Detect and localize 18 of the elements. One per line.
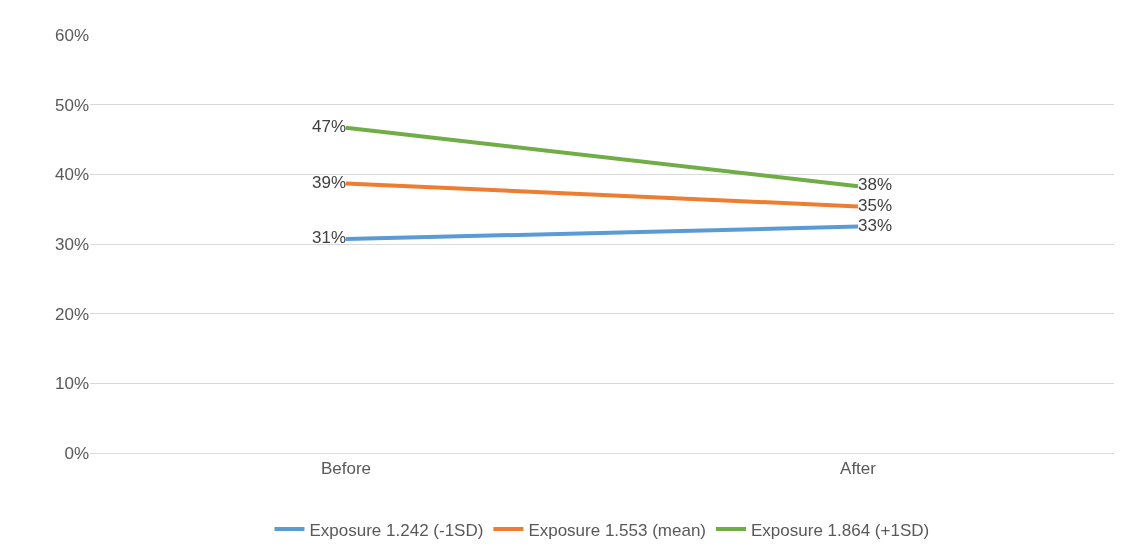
y-tick-label: 0% xyxy=(64,443,89,463)
x-tick-label: Before xyxy=(320,459,372,479)
data-label: 38% xyxy=(858,175,893,195)
y-tick-label: 60% xyxy=(54,25,89,45)
legend-label: Exposure 1.553 (mean) xyxy=(528,520,707,540)
legend-label: Exposure 1.864 (+1SD) xyxy=(751,520,930,540)
legend-label: Exposure 1.242 (-1SD) xyxy=(309,520,484,540)
y-tick-label: 10% xyxy=(54,374,89,394)
y-tick-label: 50% xyxy=(54,95,89,115)
y-tick-label: 40% xyxy=(54,165,89,185)
data-label: 31% xyxy=(311,228,346,248)
data-label: 33% xyxy=(858,215,893,235)
y-tick-label: 30% xyxy=(54,234,89,254)
data-label: 39% xyxy=(311,172,346,192)
x-tick-label: After xyxy=(840,459,877,479)
y-tick-label: 20% xyxy=(54,304,89,324)
data-label: 35% xyxy=(858,195,893,215)
data-label: 47% xyxy=(311,116,346,136)
